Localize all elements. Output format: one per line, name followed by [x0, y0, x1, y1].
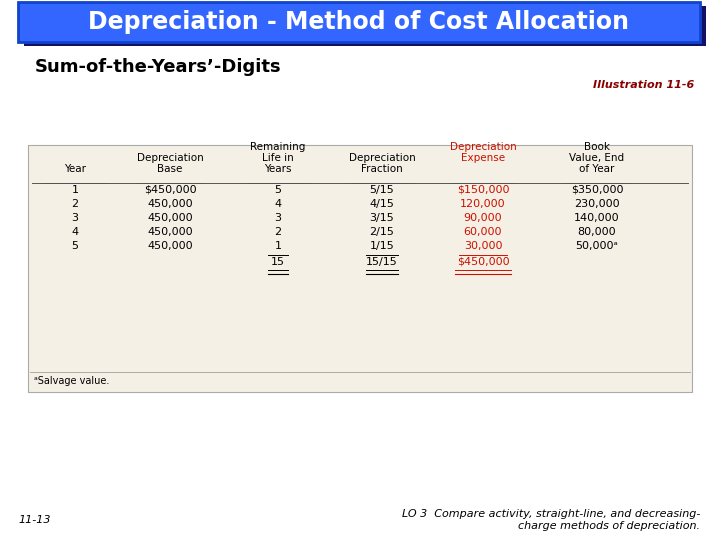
Text: 4: 4 — [71, 227, 78, 237]
Text: Years: Years — [264, 164, 292, 174]
Text: 5/15: 5/15 — [369, 185, 395, 195]
Text: 450,000: 450,000 — [147, 213, 193, 223]
Text: 30,000: 30,000 — [464, 241, 503, 251]
Text: Fraction: Fraction — [361, 164, 403, 174]
Text: Depreciation: Depreciation — [348, 153, 415, 163]
Text: $150,000: $150,000 — [456, 185, 509, 195]
Text: 1: 1 — [71, 185, 78, 195]
Text: 5: 5 — [274, 185, 282, 195]
Text: 1/15: 1/15 — [369, 241, 395, 251]
Text: 3/15: 3/15 — [369, 213, 395, 223]
Text: Illustration 11-6: Illustration 11-6 — [593, 80, 694, 90]
Text: 2/15: 2/15 — [369, 227, 395, 237]
Text: 2: 2 — [71, 199, 78, 209]
Text: Year: Year — [64, 164, 86, 174]
Text: Depreciation: Depreciation — [449, 142, 516, 152]
Text: 450,000: 450,000 — [147, 241, 193, 251]
Text: $350,000: $350,000 — [571, 185, 624, 195]
Text: 450,000: 450,000 — [147, 199, 193, 209]
Text: of Year: of Year — [580, 164, 615, 174]
Text: ᵃSalvage value.: ᵃSalvage value. — [34, 376, 109, 386]
Text: Depreciation: Depreciation — [137, 153, 203, 163]
Text: Sum-of-the-Years’-Digits: Sum-of-the-Years’-Digits — [35, 58, 282, 76]
Text: 2: 2 — [274, 227, 282, 237]
Text: 5: 5 — [71, 241, 78, 251]
Text: 60,000: 60,000 — [464, 227, 503, 237]
Text: 3: 3 — [71, 213, 78, 223]
Text: 15/15: 15/15 — [366, 257, 398, 267]
Text: 140,000: 140,000 — [574, 213, 620, 223]
Text: 1: 1 — [274, 241, 282, 251]
Text: 450,000: 450,000 — [147, 227, 193, 237]
Text: Base: Base — [157, 164, 183, 174]
Text: 4: 4 — [274, 199, 282, 209]
Text: Book: Book — [584, 142, 610, 152]
Text: Remaining: Remaining — [251, 142, 306, 152]
Text: Expense: Expense — [461, 153, 505, 163]
Text: 3: 3 — [274, 213, 282, 223]
Text: 11-13: 11-13 — [18, 515, 50, 525]
Text: 15: 15 — [271, 257, 285, 267]
Text: $450,000: $450,000 — [456, 257, 509, 267]
Text: Depreciation - Method of Cost Allocation: Depreciation - Method of Cost Allocation — [89, 10, 629, 34]
Text: 90,000: 90,000 — [464, 213, 503, 223]
FancyBboxPatch shape — [28, 145, 692, 392]
Text: 230,000: 230,000 — [574, 199, 620, 209]
FancyBboxPatch shape — [18, 2, 700, 42]
Text: 120,000: 120,000 — [460, 199, 506, 209]
Text: $450,000: $450,000 — [144, 185, 197, 195]
Text: 80,000: 80,000 — [577, 227, 616, 237]
Text: Value, End: Value, End — [570, 153, 624, 163]
Text: Life in: Life in — [262, 153, 294, 163]
Text: LO 3  Compare activity, straight-line, and decreasing-
charge methods of depreci: LO 3 Compare activity, straight-line, an… — [402, 509, 700, 531]
Text: 50,000ᵃ: 50,000ᵃ — [575, 241, 618, 251]
Text: 4/15: 4/15 — [369, 199, 395, 209]
FancyBboxPatch shape — [24, 6, 706, 46]
